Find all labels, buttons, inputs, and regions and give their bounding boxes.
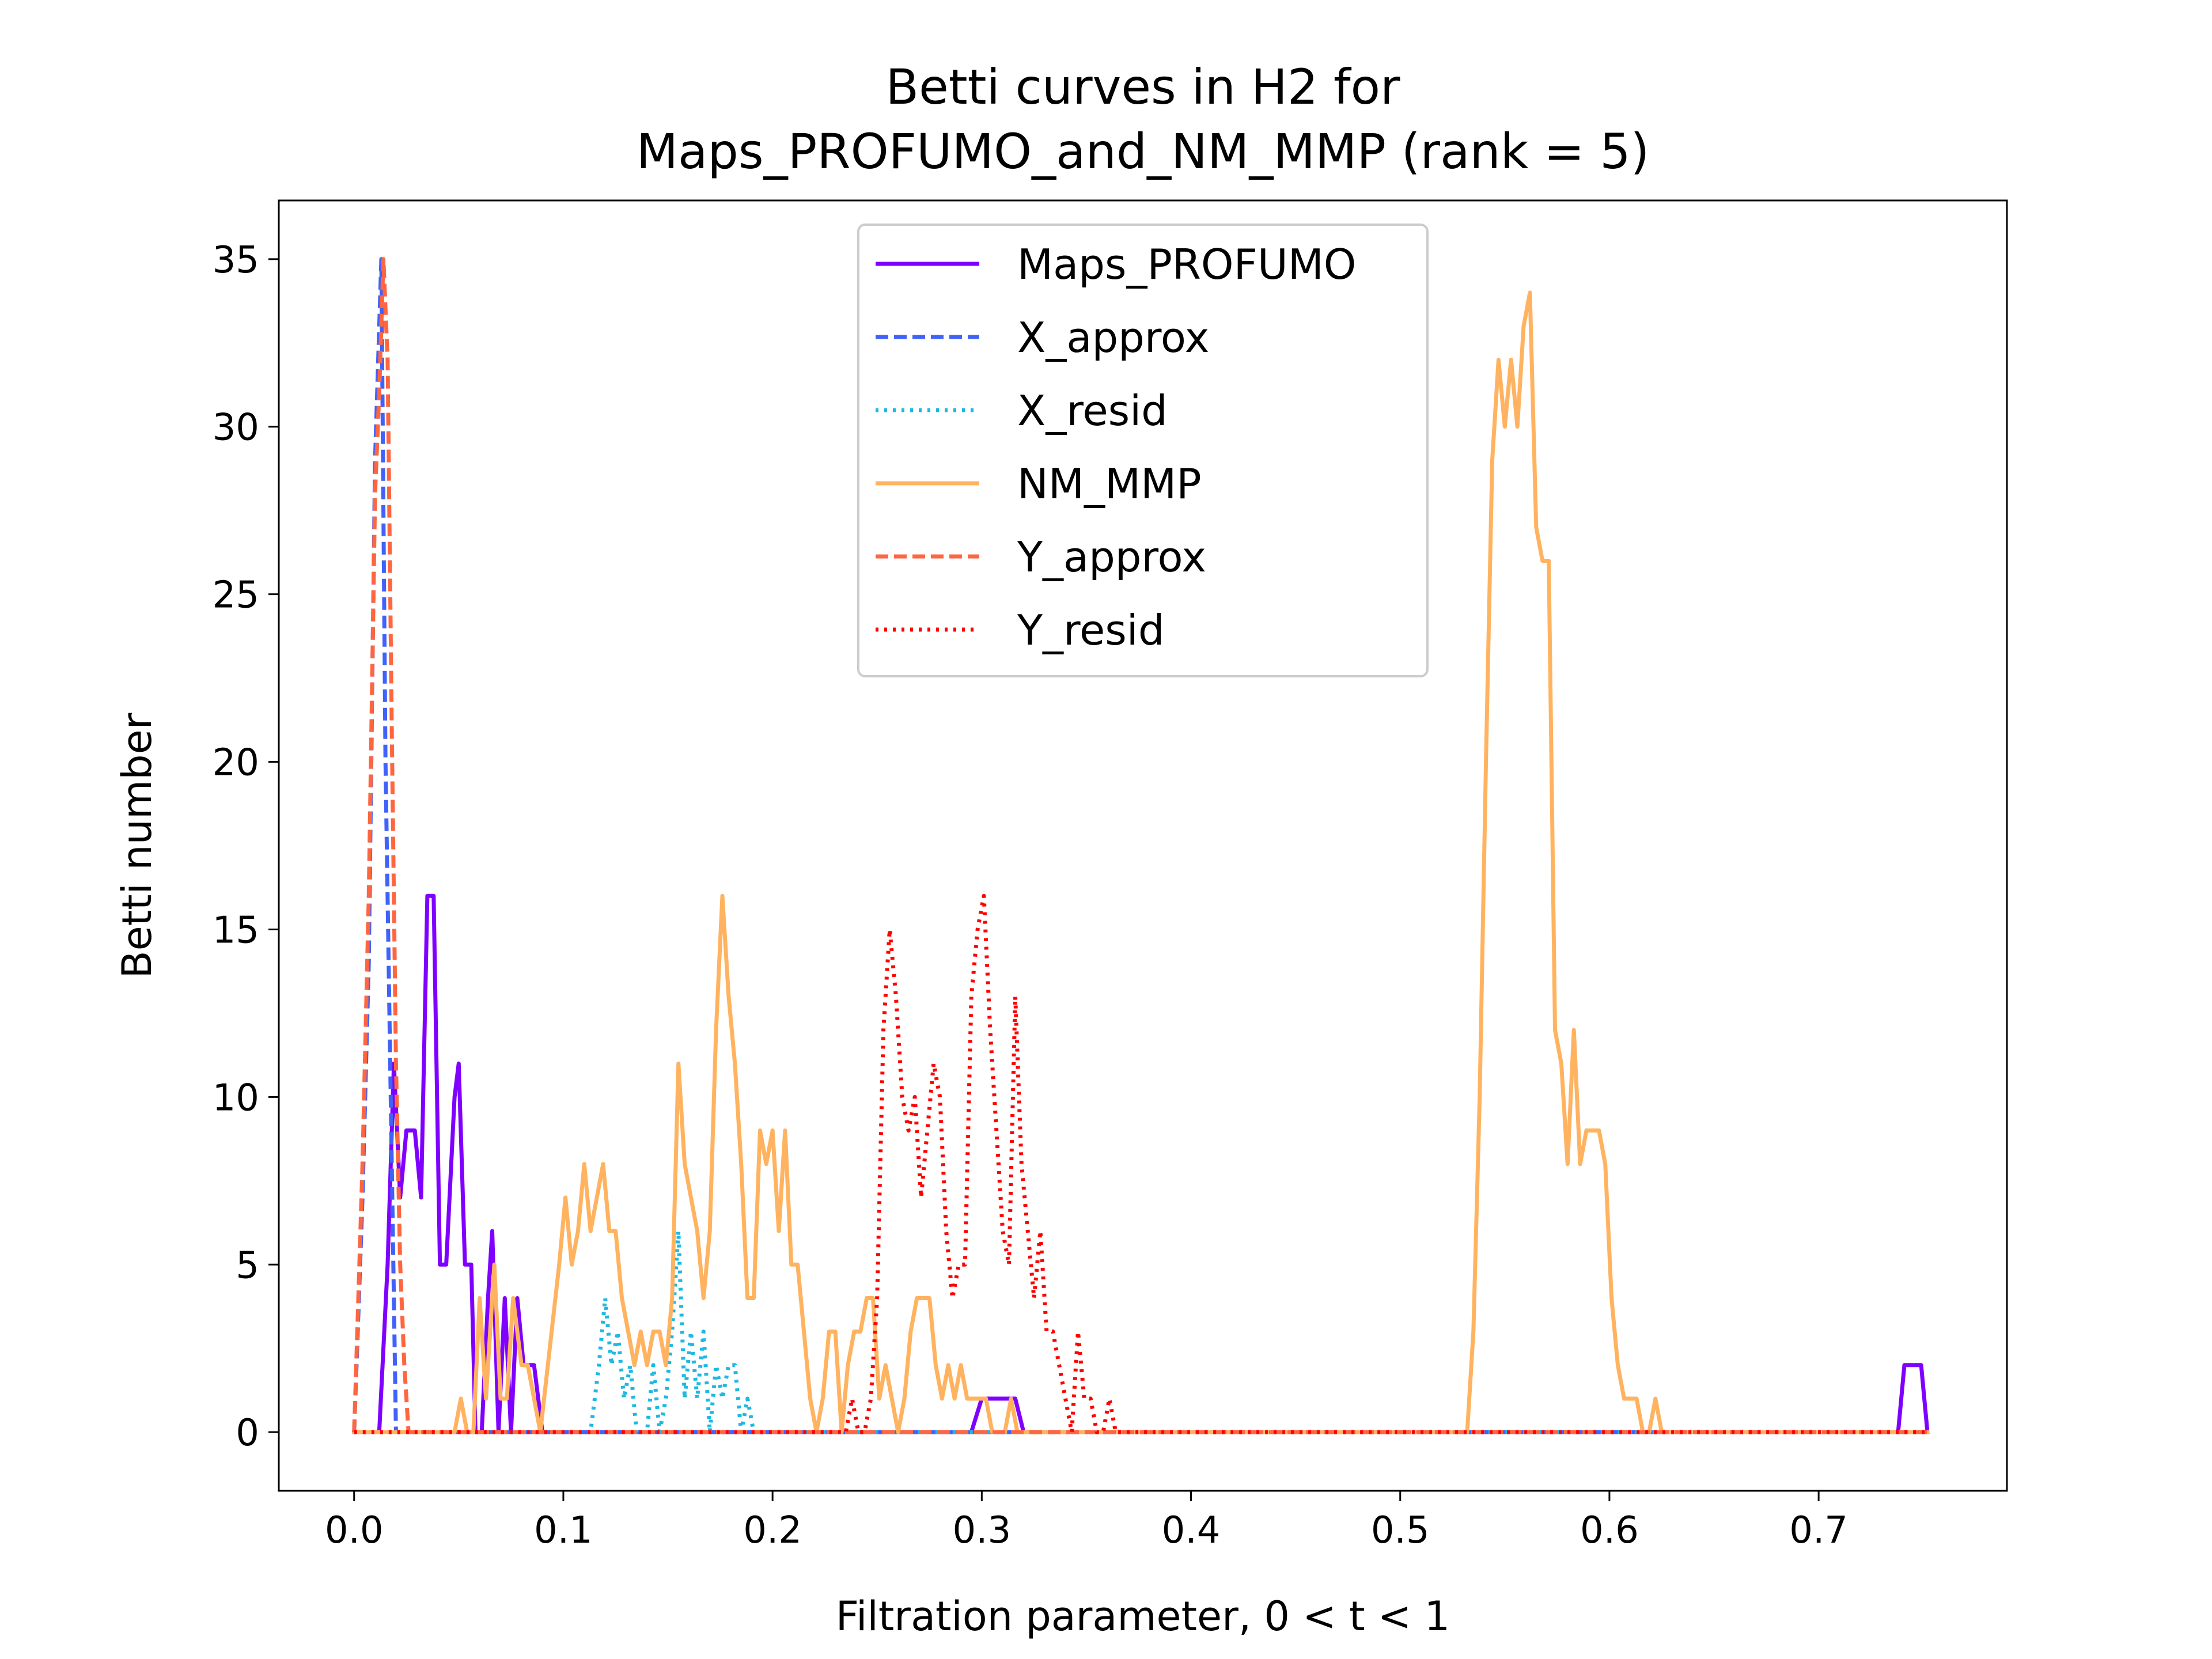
legend-label-y-approx: Y_approx — [1017, 533, 1206, 581]
x-axis-label: Filtration parameter, 0 < t < 1 — [836, 1593, 1450, 1640]
y-tick-label: 5 — [236, 1244, 259, 1287]
x-tick-label: 0.7 — [1789, 1509, 1848, 1552]
chart-title-line-1: Betti curves in H2 for — [885, 59, 1400, 115]
legend-label-x-resid: X_resid — [1017, 387, 1168, 435]
y-axis-label: Betti number — [113, 713, 161, 978]
legend-label-nm-mmp: NM_MMP — [1017, 460, 1202, 508]
x-tick-label: 0.4 — [1162, 1509, 1221, 1552]
y-tick-label: 10 — [213, 1077, 259, 1119]
y-tick-label: 15 — [213, 909, 259, 952]
y-tick-label: 30 — [213, 407, 259, 449]
y-tick-label: 25 — [213, 574, 259, 617]
x-tick-label: 0.2 — [743, 1509, 802, 1552]
legend-items: Maps_PROFUMO X_approx X_resid NM_MMP Y_appro… — [876, 240, 1356, 654]
series-layer — [352, 257, 1930, 1435]
x-axis-ticks: 0.0 0.1 0.2 0.3 0.4 0.5 0.6 0.7 — [325, 1491, 1848, 1552]
plot-area — [278, 199, 2008, 1492]
x-tick-label: 0.6 — [1580, 1509, 1639, 1552]
series-line-y-resid — [354, 893, 1927, 1434]
chart-title-line-2: Maps_PROFUMO_and_NM_MMP (rank = 5) — [637, 123, 1650, 180]
legend-label-maps-profumo: Maps_PROFUMO — [1017, 240, 1356, 289]
y-tick-label: 0 — [236, 1412, 259, 1455]
legend-frame — [857, 224, 1429, 677]
x-tick-label: 0.1 — [534, 1509, 593, 1552]
x-tick-label: 0.0 — [325, 1509, 384, 1552]
series-line-y-approx — [352, 257, 1927, 1434]
y-axis-ticks: 0 5 10 15 20 25 30 35 — [213, 239, 279, 1455]
series-line-nm-mmp — [352, 290, 1930, 1434]
legend: Maps_PROFUMO X_approx X_resid NM_MMP Y_appro… — [857, 224, 1429, 677]
y-tick-label: 20 — [213, 742, 259, 785]
x-tick-label: 0.3 — [952, 1509, 1011, 1552]
legend-label-x-approx: X_approx — [1017, 313, 1209, 362]
legend-label-y-resid: Y_resid — [1017, 606, 1165, 654]
x-tick-label: 0.5 — [1371, 1509, 1430, 1552]
series-line-x-approx — [352, 257, 1927, 1434]
y-tick-label: 35 — [213, 239, 259, 282]
plot-frame — [278, 199, 2008, 1492]
